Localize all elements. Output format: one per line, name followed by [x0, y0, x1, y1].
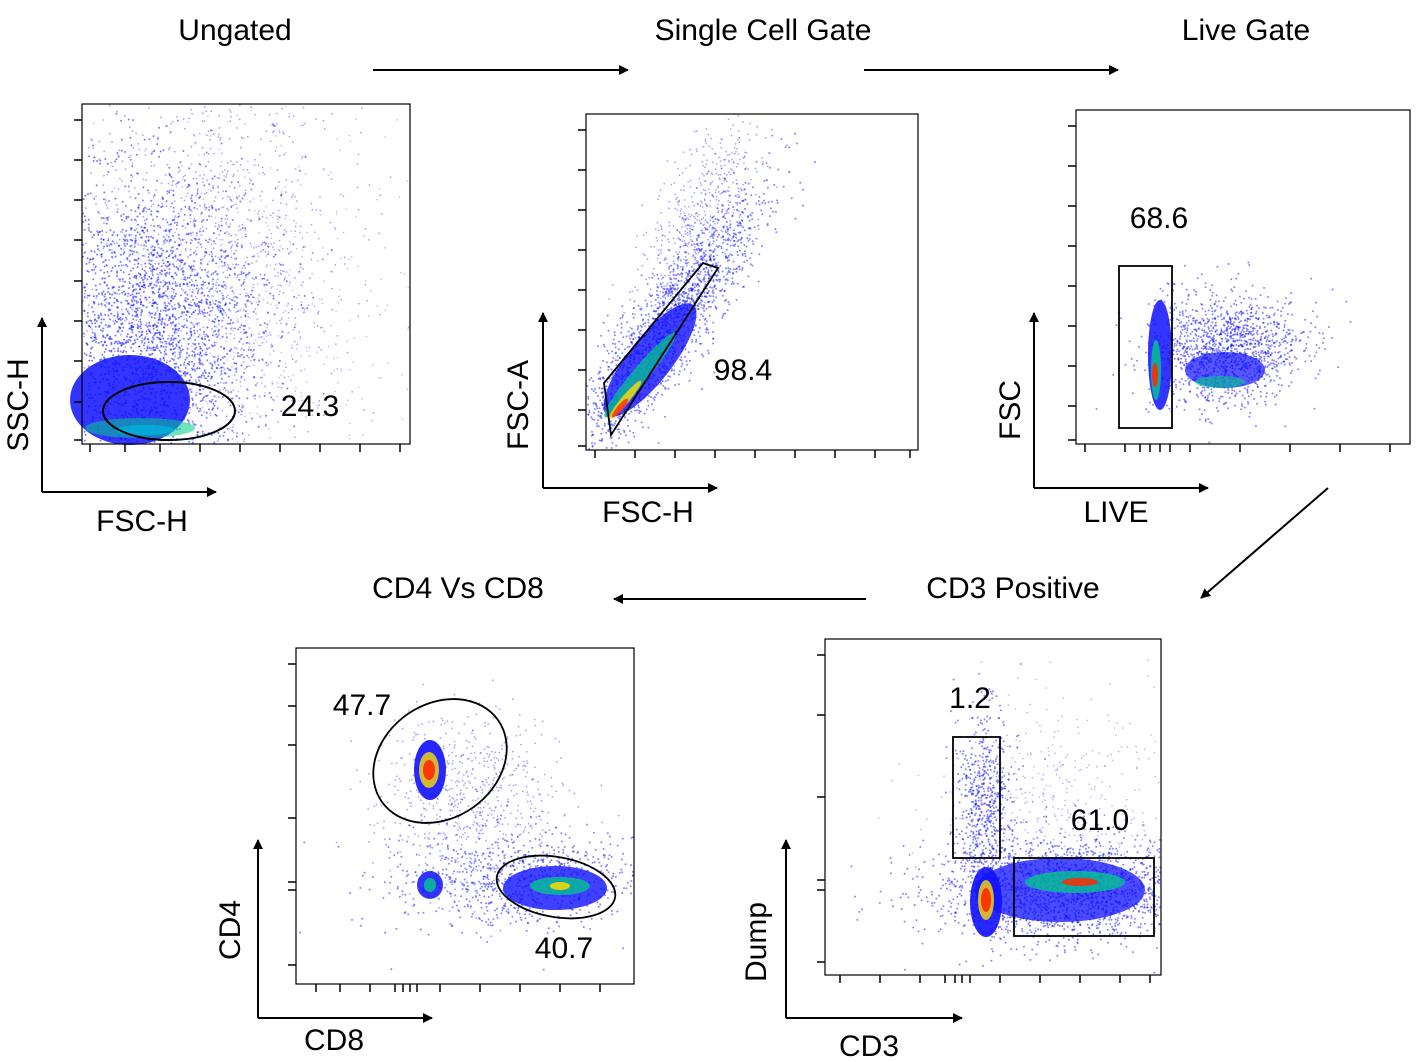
gate-ellipse-cd4: [372, 698, 508, 824]
panel-live-gate: 68.6 LIVE FSC: [994, 109, 1411, 529]
y-ticks: [288, 663, 296, 966]
y-ticks: [817, 654, 825, 963]
gate-polygon: [603, 261, 720, 438]
gate-rectangle-cd3: [1013, 857, 1155, 937]
x-ticks: [594, 450, 911, 458]
title-single-cell-gate: Single Cell Gate: [655, 14, 872, 47]
x-axis-label: LIVE: [1083, 496, 1148, 529]
x-ticks: [839, 975, 1151, 983]
y-ticks: [1068, 125, 1076, 441]
plot-frame: [295, 647, 635, 985]
title-ungated: Ungated: [178, 14, 291, 47]
y-axis-label: CD4: [214, 900, 247, 960]
gate-rectangle: [1118, 265, 1173, 429]
arrow-down-left-icon: [1200, 487, 1329, 599]
y-ticks: [578, 129, 586, 447]
plot-frame: [81, 103, 411, 445]
gate-percentage: 98.4: [714, 354, 772, 387]
y-axis-label: FSC: [994, 380, 1027, 440]
panel-cd3-positive: 1.2 61.0 CD3 Dump: [740, 638, 1162, 1062]
plot-frame: [824, 638, 1162, 976]
y-axis-label: FSC-A: [502, 360, 535, 450]
x-ticks: [1084, 444, 1391, 452]
x-axis-label: FSC-H: [602, 496, 694, 529]
panel-single-cell-gate: 98.4 FSC-H FSC-A: [502, 113, 919, 529]
title-cd4-vs-cd8: CD4 Vs CD8: [372, 572, 544, 605]
scatter-points-cd4cd8: [299, 679, 634, 971]
x-axis-label: CD3: [839, 1030, 899, 1062]
gate-percentage: 47.7: [333, 689, 391, 722]
scatter-points-single-cell: [586, 114, 816, 450]
x-ticks: [89, 444, 401, 452]
panel-cd4-vs-cd8: 47.7 40.7 CD8 CD4: [214, 647, 635, 1057]
x-ticks: [315, 984, 601, 992]
y-axis-label: Dump: [740, 902, 773, 982]
gate-percentage: 24.3: [281, 390, 339, 423]
gate-percentage: 68.6: [1130, 202, 1188, 235]
scatter-points-ungated: [70, 104, 410, 445]
x-axis-label: FSC-H: [96, 505, 188, 538]
title-cd3-positive: CD3 Positive: [926, 572, 1099, 605]
gate-percentage: 40.7: [535, 932, 593, 965]
x-axis-label: CD8: [304, 1024, 364, 1057]
y-axis-label: SSC-H: [2, 358, 35, 451]
gate-percentage: 1.2: [949, 682, 991, 715]
gate-ellipse-cd8: [495, 854, 617, 920]
y-ticks: [74, 119, 82, 441]
scatter-points-live: [1095, 261, 1352, 444]
plot-frame: [585, 113, 919, 451]
gate-rectangle-dump: [952, 736, 1001, 859]
gate-percentage: 61.0: [1071, 804, 1129, 837]
plot-frame: [1075, 109, 1411, 445]
panel-ungated: 24.3 FSC-H SSC-H: [2, 103, 411, 538]
gate-ellipse: [102, 381, 236, 441]
title-live-gate: Live Gate: [1182, 14, 1310, 47]
